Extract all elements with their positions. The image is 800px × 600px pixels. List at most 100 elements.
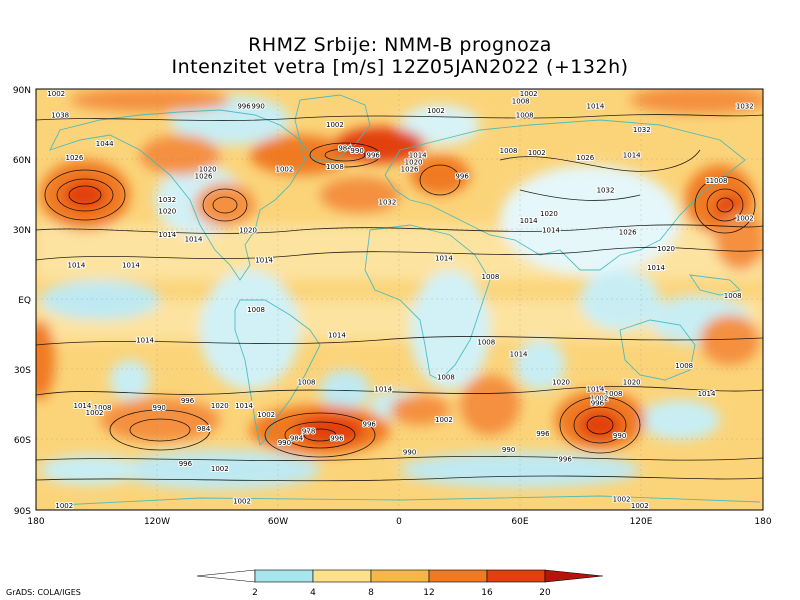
colorbar-segment-gt20 [544, 569, 604, 583]
pressure-label: 1014 [542, 226, 560, 234]
lon-label-60e: 60E [511, 517, 528, 527]
colorbar-tick-4: 4 [310, 588, 316, 598]
lon-label-0: 0 [396, 517, 402, 527]
colorbar-segment-16-20 [486, 569, 546, 583]
pressure-label: 1002 [86, 409, 104, 417]
pressure-label: 1032 [378, 198, 396, 206]
colorbar-segment-4-8 [312, 569, 372, 583]
pressure-label: 996 [558, 456, 572, 464]
pressure-label: 1008 [675, 362, 693, 370]
pressure-label: 1014 [409, 152, 427, 160]
pressure-label: 1002 [233, 498, 251, 506]
colorbar-segment-8-12 [370, 569, 430, 583]
pressure-label: 1032 [158, 196, 176, 204]
pressure-label: 1026 [401, 166, 419, 174]
pressure-label: 1014 [510, 350, 528, 358]
pressure-label: 1014 [185, 236, 203, 244]
lon-label-60w: 60W [268, 517, 288, 527]
pressure-label: 1002 [590, 395, 608, 403]
pressure-label: 996 [591, 399, 605, 407]
pressure-label: 1014 [136, 336, 154, 344]
pressure-label: 1020 [199, 166, 217, 174]
colorbar-ticks: 2 4 8 12 16 20 [252, 588, 551, 598]
colorbar-tick-16: 16 [481, 588, 493, 598]
wind-speed-shading [36, 89, 763, 490]
pressure-label: 1002 [736, 215, 754, 223]
coastlines [49, 94, 761, 506]
pressure-label: 1014 [435, 254, 453, 262]
pressure-label: 1008 [710, 177, 728, 185]
isobars [36, 114, 763, 482]
grads-credit: GrADS: COLA/IGES [6, 588, 81, 597]
pressure-label: 1038 [51, 112, 69, 120]
map-frame [35, 88, 764, 511]
pressure-label: 1020 [540, 210, 558, 218]
page-title-line-1: RHMZ Srbije: NMM-B prognoza [248, 34, 552, 56]
lon-label-120e: 120E [630, 517, 653, 527]
colorbar-segment-2-4 [254, 569, 314, 583]
pressure-label: 1032 [597, 187, 615, 195]
pressure-label: 1008 [605, 390, 623, 398]
pressure-label: 1014 [586, 385, 604, 393]
pressure-label: 1020 [239, 226, 257, 234]
colorbar-tick-20: 20 [539, 588, 551, 598]
pressure-label: 984 [338, 145, 352, 153]
page-title-line-2: Intenzitet vetra [m/s] 12Z05JAN2022 (+13… [171, 56, 629, 78]
lat-label-eq: EQ [18, 296, 31, 306]
pressure-label: 1002 [326, 121, 344, 129]
graticule [36, 89, 763, 510]
colorbar [196, 569, 604, 583]
pressure-label: 996 [455, 173, 469, 181]
pressure-label: 1032 [736, 102, 754, 110]
pressure-label: 1008 [477, 339, 495, 347]
pressure-label: 1002 [435, 416, 453, 424]
pressure-label: 1008 [481, 273, 499, 281]
pressure-label: 1014 [647, 264, 665, 272]
lon-label-120w: 120W [144, 517, 170, 527]
pressure-label: 990 [403, 449, 416, 457]
pressure-label: 1002 [631, 502, 649, 510]
pressure-label: 1014 [623, 152, 641, 160]
pressure-label: 1014 [235, 402, 253, 410]
lon-label-180e: 180 [754, 517, 771, 527]
pressure-label: 1014 [255, 257, 273, 265]
colorbar-segment-lt2 [196, 569, 256, 583]
pressure-label: 996 [367, 152, 381, 160]
pressure-label: 996 [330, 435, 344, 443]
latitude-axis: 90N 60N 30N EQ 30S 60S 90S [13, 86, 31, 517]
pressure-label: 984 [197, 425, 211, 433]
pressure-label: 1014 [328, 332, 346, 340]
pressure-label: 996 [179, 460, 193, 468]
pressure-label: 1020 [552, 378, 570, 386]
pressure-label: 984 [290, 435, 304, 443]
lon-label-180w: 180 [27, 517, 44, 527]
pressure-label: 1002 [520, 90, 538, 98]
lat-label-30n: 30N [13, 226, 31, 236]
longitude-axis: 180 120W 60W 0 60E 120E 180 [27, 517, 771, 527]
pressure-label: 1026 [576, 154, 594, 162]
pressure-label: 1026 [65, 154, 83, 162]
pressure-label: 1014 [67, 261, 85, 269]
pressure-label: 1008 [247, 306, 265, 314]
pressure-label: 1002 [613, 495, 631, 503]
pressure-label: 1014 [73, 402, 91, 410]
colorbar-tick-12: 12 [423, 588, 434, 598]
colorbar-tick-8: 8 [368, 588, 374, 598]
pressure-label: 990 [153, 404, 166, 412]
pressure-label: 1014 [122, 261, 140, 269]
pressure-label: 996 [181, 397, 195, 405]
pressure-label: 1008 [437, 374, 455, 382]
lat-label-30s: 30S [14, 366, 31, 376]
pressure-label: 1020 [405, 159, 423, 167]
pressure-label: 1020 [623, 378, 641, 386]
pressure-label: 1002 [211, 465, 229, 473]
pressure-label: 1008 [500, 147, 518, 155]
pressure-label: 1020 [158, 208, 176, 216]
pressure-label: 1020 [211, 402, 229, 410]
pressure-label: 1020 [657, 245, 675, 253]
pressure-label: 1014 [374, 385, 392, 393]
pressure-label: 1002 [528, 149, 546, 157]
pressure-label: 1008 [326, 163, 344, 171]
pressure-label: 1008 [94, 404, 112, 412]
